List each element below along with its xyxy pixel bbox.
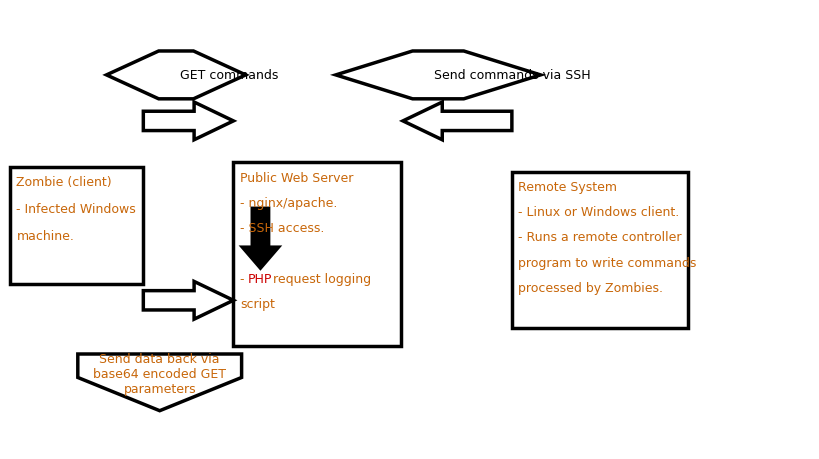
- Text: program to write commands: program to write commands: [518, 256, 697, 269]
- Text: - Infected Windows: - Infected Windows: [16, 202, 136, 215]
- Text: Zombie (client): Zombie (client): [16, 176, 112, 189]
- Polygon shape: [242, 209, 278, 269]
- Polygon shape: [143, 103, 233, 140]
- Text: Public Web Server: Public Web Server: [240, 171, 353, 184]
- Text: - Runs a remote controller: - Runs a remote controller: [518, 231, 682, 244]
- Polygon shape: [78, 354, 242, 411]
- Polygon shape: [336, 52, 541, 100]
- Text: Send commands via SSH: Send commands via SSH: [434, 69, 590, 82]
- Text: - SSH access.: - SSH access.: [240, 222, 324, 235]
- Polygon shape: [403, 103, 512, 140]
- Bar: [233, 163, 401, 347]
- Text: Send data back via
base64 encoded GET
parameters: Send data back via base64 encoded GET pa…: [93, 353, 226, 396]
- Text: -: -: [240, 272, 248, 285]
- Text: request logging: request logging: [269, 272, 372, 285]
- Text: machine.: machine.: [16, 229, 75, 242]
- Text: script: script: [240, 297, 275, 310]
- Text: - Linux or Windows client.: - Linux or Windows client.: [518, 206, 680, 218]
- Text: PHP: PHP: [248, 272, 273, 285]
- Text: GET commands: GET commands: [180, 69, 278, 82]
- Bar: [512, 172, 688, 328]
- Polygon shape: [143, 282, 233, 319]
- Text: Remote System: Remote System: [518, 180, 618, 193]
- Text: - nginx/apache.: - nginx/apache.: [240, 196, 337, 209]
- Text: processed by Zombies.: processed by Zombies.: [518, 281, 663, 294]
- Polygon shape: [106, 52, 246, 100]
- Bar: [10, 168, 143, 285]
